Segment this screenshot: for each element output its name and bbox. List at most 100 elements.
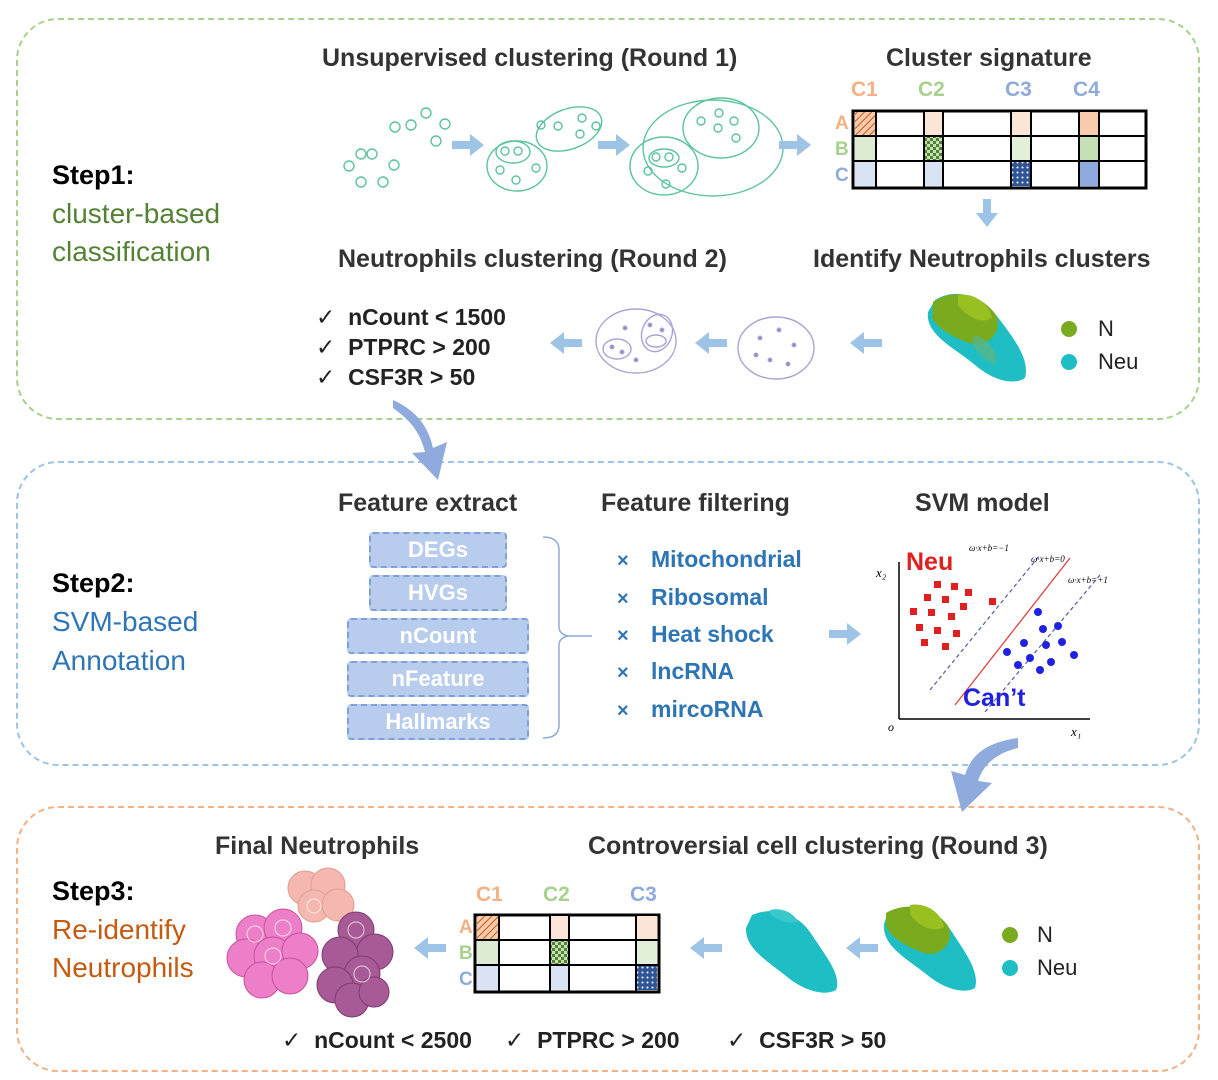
cluster-dots-scattered xyxy=(343,107,451,188)
step3-panel xyxy=(16,806,1200,1072)
svm-class-neu: Neu xyxy=(906,548,954,576)
step3-matrix-row-a: A xyxy=(459,917,473,938)
step2-subtitle-line2: Annotation xyxy=(52,645,186,676)
step2-label: Step2: xyxy=(52,568,135,598)
svm-line-label-plus: ω·x+b=+1 xyxy=(1068,575,1108,585)
check-mark-icon: ✓ xyxy=(316,364,336,390)
cross-icon: × xyxy=(617,625,629,647)
filter-label: Mitochondrial xyxy=(651,546,802,572)
title-unsupervised-clustering: Unsupervised clustering (Round 1) xyxy=(322,44,738,72)
title-feature-filtering: Feature filtering xyxy=(601,489,790,517)
legend-dot-neu xyxy=(1061,354,1077,370)
step3-matrix-row-b: B xyxy=(459,943,473,964)
cross-icon: × xyxy=(617,588,629,610)
title-svm-model: SVM model xyxy=(915,489,1050,517)
criterion-text: PTPRC > 200 xyxy=(348,334,491,360)
filter-item-ribosomal: × Ribosomal xyxy=(617,584,769,611)
step1-criterion-2: ✓ PTPRC > 200 xyxy=(316,334,491,361)
step1-subtitle-line2: classification xyxy=(52,236,211,267)
filter-label: Heat shock xyxy=(651,621,774,647)
matrix-row-c: C xyxy=(835,165,849,186)
step1-flow-arrows xyxy=(452,134,998,354)
svm-y-axis-label: x₂ xyxy=(876,565,887,580)
title-feature-extract: Feature extract xyxy=(338,489,518,517)
step2-subtitle-line1: SVM-based xyxy=(52,606,199,637)
check-mark-icon: ✓ xyxy=(282,1027,302,1053)
step1-label: Step1: xyxy=(52,160,135,190)
svm-line-label-minus: ω·x+b=−1 xyxy=(969,543,1009,553)
criterion-text: nCount < 2500 xyxy=(314,1027,472,1053)
step1-panel xyxy=(16,18,1200,420)
big-arrow-step1-to-step2 xyxy=(393,400,447,480)
step3-matrix-col-c2: C2 xyxy=(543,883,570,906)
step3-label: Step3: xyxy=(52,876,135,906)
final-neutrophils-cells xyxy=(226,867,394,1018)
feature-box-nfeature: nFeature xyxy=(347,661,529,697)
filter-item-mircorna: × mircoRNA xyxy=(617,696,763,723)
matrix-col-c3: C3 xyxy=(1005,78,1032,101)
step1-subtitle-line1: cluster-based xyxy=(52,198,221,229)
step3-criterion-2: ✓ PTPRC > 200 xyxy=(505,1027,680,1054)
umap-scatter-step3-mixed xyxy=(883,904,976,991)
feature-box-degs: DEGs xyxy=(369,532,507,568)
filter-item-lncrna: × lncRNA xyxy=(617,658,734,685)
step3-subtitle-line2: Neutrophils xyxy=(52,952,194,983)
legend-label-n: N xyxy=(1098,316,1114,341)
title-controversial-clustering: Controversial cell clustering (Round 3) xyxy=(588,832,1048,860)
neutrophil-subclusters xyxy=(595,308,815,380)
filter-item-heat-shock: × Heat shock xyxy=(617,621,774,648)
legend-dot-n xyxy=(1061,321,1077,337)
matrix-col-c2: C2 xyxy=(918,78,945,101)
matrix-col-c1: C1 xyxy=(851,78,878,101)
step3-flow-arrows xyxy=(414,937,878,959)
svm-origin-label: o xyxy=(888,720,894,734)
check-mark-icon: ✓ xyxy=(727,1027,747,1053)
title-neutrophils-round2: Neutrophils clustering (Round 2) xyxy=(338,245,727,273)
svm-plot xyxy=(898,554,1101,720)
svm-class-cant: Can’t xyxy=(963,684,1026,712)
step1-criterion-1: ✓ nCount < 1500 xyxy=(316,304,506,331)
step3-criterion-1: ✓ nCount < 2500 xyxy=(282,1027,472,1054)
feature-box-hallmarks: Hallmarks xyxy=(347,704,529,740)
cross-icon: × xyxy=(617,550,629,572)
filter-item-mitochondrial: × Mitochondrial xyxy=(617,546,802,573)
legend-label-neu: Neu xyxy=(1098,349,1139,374)
title-identify-neutrophils: Identify Neutrophils clusters xyxy=(813,245,1151,273)
feature-box-ncount: nCount xyxy=(347,618,529,654)
matrix-row-b: B xyxy=(835,139,849,160)
step3-legend-dot-neu xyxy=(1002,960,1018,976)
filter-label: Ribosomal xyxy=(651,584,769,610)
step3-matrix-col-c1: C1 xyxy=(476,883,503,906)
step3-legend-label-n: N xyxy=(1037,922,1053,947)
cluster-signature-matrix xyxy=(851,109,1148,190)
check-mark-icon: ✓ xyxy=(316,304,336,330)
title-cluster-signature: Cluster signature xyxy=(886,44,1092,72)
step3-criterion-3: ✓ CSF3R > 50 xyxy=(727,1027,886,1054)
big-arrow-step2-to-step3 xyxy=(951,738,1018,812)
step3-matrix-row-c: C xyxy=(459,969,473,990)
check-mark-icon: ✓ xyxy=(505,1027,525,1053)
cluster-round1-stage2 xyxy=(486,106,603,192)
criterion-text: nCount < 1500 xyxy=(348,304,506,330)
criterion-text: CSF3R > 50 xyxy=(348,364,476,390)
step2-panel xyxy=(16,461,1200,766)
criterion-text: PTPRC > 200 xyxy=(537,1027,680,1053)
cross-icon: × xyxy=(617,662,629,684)
criterion-text: CSF3R > 50 xyxy=(759,1027,887,1053)
arrow-filter-to-svm xyxy=(829,623,861,645)
umap-scatter-step3-cyan xyxy=(745,909,838,993)
cross-icon: × xyxy=(617,700,629,722)
step3-subtitle-line1: Re-identify xyxy=(52,914,186,945)
cluster-round1-stage3 xyxy=(629,97,784,197)
matrix-col-c4: C4 xyxy=(1073,78,1100,101)
svm-x-axis-label: x₁ xyxy=(1071,724,1082,739)
filter-label: lncRNA xyxy=(651,658,735,684)
svm-line-label-zero: ω·x+b=0 xyxy=(1031,554,1065,564)
step3-legend-dot-n xyxy=(1002,927,1018,943)
step3-cluster-matrix xyxy=(473,913,661,994)
matrix-row-a: A xyxy=(835,113,849,134)
feature-box-hvgs: HVGs xyxy=(369,575,507,611)
title-final-neutrophils: Final Neutrophils xyxy=(215,832,420,860)
umap-scatter-step1 xyxy=(927,293,1026,382)
filter-label: mircoRNA xyxy=(651,696,764,722)
